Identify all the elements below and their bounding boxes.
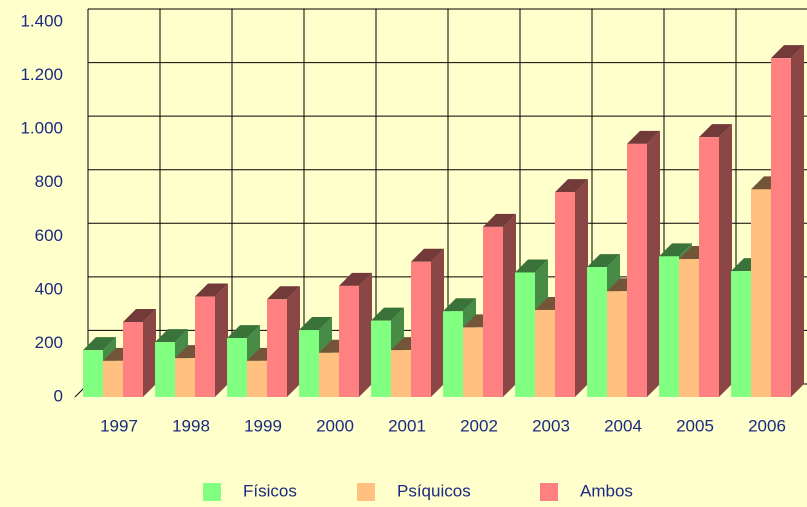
bar — [607, 291, 627, 397]
bar-side — [287, 286, 300, 397]
legend-swatch — [357, 483, 375, 501]
bar-top — [587, 254, 620, 268]
bar — [627, 143, 647, 397]
bar-top — [195, 283, 228, 297]
bar — [83, 350, 103, 397]
bar — [411, 261, 431, 397]
bar-side — [431, 248, 444, 397]
y-tick-label: 600 — [35, 226, 63, 245]
bar-top — [699, 124, 732, 138]
x-tick-label: 2003 — [532, 416, 570, 435]
bar — [103, 360, 123, 397]
bar — [587, 267, 607, 397]
bar-top — [371, 307, 404, 321]
x-tick-label: 2001 — [388, 416, 426, 435]
x-tick-label: 2006 — [748, 416, 786, 435]
bar — [371, 320, 391, 397]
bar-top — [267, 286, 300, 300]
bar — [659, 256, 679, 397]
x-tick-label: 1998 — [172, 416, 210, 435]
bar-top — [443, 298, 476, 312]
y-tick-label: 400 — [35, 279, 63, 298]
bar-top — [411, 248, 444, 262]
bar — [679, 259, 699, 397]
bar — [227, 338, 247, 397]
x-tick-label: 1999 — [244, 416, 282, 435]
bar-side — [503, 213, 516, 397]
bar-top — [771, 45, 804, 59]
bar-side — [575, 179, 588, 397]
x-tick-label: 2005 — [676, 416, 714, 435]
legend-swatch — [540, 483, 558, 501]
bar-top — [627, 130, 660, 144]
bar — [535, 309, 555, 397]
legend-label: Psíquicos — [397, 481, 471, 500]
bar — [123, 322, 143, 397]
bar — [175, 358, 195, 397]
bar-top — [555, 179, 588, 193]
bar — [247, 360, 267, 397]
bar-top — [123, 309, 156, 322]
bar-top — [299, 317, 332, 331]
legend-swatch — [203, 483, 221, 501]
bar — [155, 342, 175, 397]
bar-top — [227, 325, 260, 339]
bar-side — [143, 309, 156, 397]
bar-top — [339, 272, 372, 286]
y-tick-label: 200 — [35, 333, 63, 352]
bar — [267, 299, 287, 397]
bar-top — [515, 259, 548, 273]
bar — [391, 350, 411, 397]
bar — [319, 352, 339, 397]
x-tick-label: 2004 — [604, 416, 642, 435]
x-tick-label: 2000 — [316, 416, 354, 435]
bar-top — [659, 243, 692, 257]
bar-side — [215, 283, 228, 397]
bar — [751, 189, 771, 397]
x-tick-label: 2002 — [460, 416, 498, 435]
bar-side — [359, 272, 372, 397]
bar — [731, 271, 751, 397]
bar — [699, 137, 719, 397]
y-tick-label: 1.400 — [20, 11, 63, 30]
bar — [515, 272, 535, 397]
bar — [555, 192, 575, 397]
bar — [443, 311, 463, 397]
x-tick-label: 1997 — [100, 416, 138, 435]
bar — [339, 285, 359, 397]
bar — [483, 226, 503, 397]
bar — [463, 327, 483, 397]
bar-side — [791, 45, 804, 398]
bar — [299, 330, 319, 397]
bar — [771, 58, 791, 398]
y-tick-label: 800 — [35, 172, 63, 191]
legend-label: Ambos — [580, 481, 633, 500]
bar-side — [647, 130, 660, 397]
y-tick-label: 0 — [54, 386, 63, 405]
bar-side — [719, 124, 732, 397]
bar-top — [155, 329, 188, 343]
bar-top — [83, 337, 116, 351]
bar — [195, 296, 215, 397]
y-tick-label: 1.000 — [20, 119, 63, 138]
y-tick-label: 1.200 — [20, 65, 63, 84]
legend-label: Físicos — [243, 481, 297, 500]
bar-top — [483, 213, 516, 227]
